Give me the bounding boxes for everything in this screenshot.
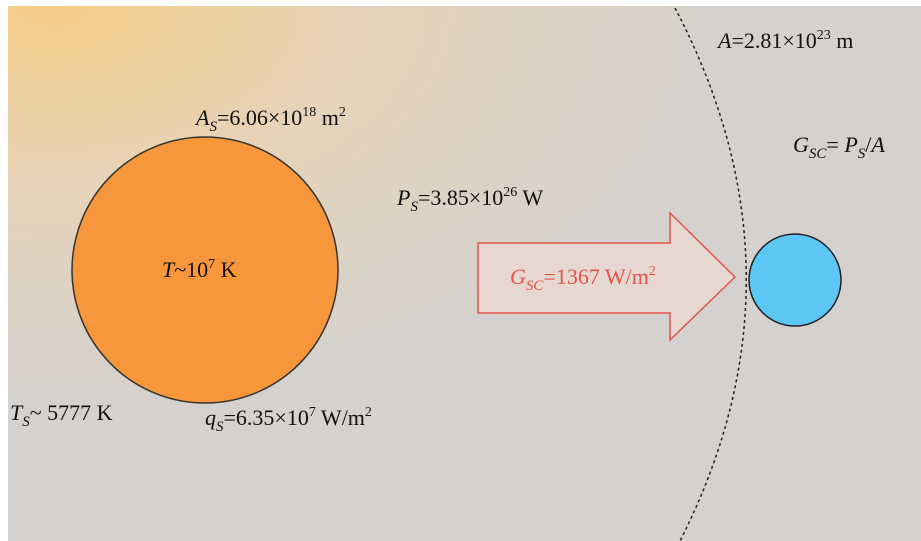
- earth: [749, 234, 841, 326]
- label-part: A: [869, 132, 885, 157]
- label-part: 2: [365, 405, 372, 420]
- label-part: m: [316, 105, 339, 130]
- label-part: m: [831, 28, 854, 53]
- label-part: G: [510, 264, 526, 289]
- label-part: SC: [809, 146, 828, 162]
- distance-area-label: A=2.81×1023 m: [716, 28, 853, 53]
- label-part: G: [793, 132, 809, 157]
- label-part: A: [716, 28, 732, 53]
- label-part: ~ 5777 K: [30, 400, 113, 425]
- label-part: SC: [526, 278, 545, 294]
- label-part: A: [194, 105, 210, 130]
- label-part: W/m: [316, 405, 365, 430]
- core-temp-label: T~107 K: [162, 257, 237, 282]
- label-part: P: [843, 132, 857, 157]
- label-part: W: [517, 185, 543, 210]
- label-part: =6.06×10: [217, 105, 302, 130]
- label-part: 2: [339, 105, 346, 120]
- label-part: =6.35×10: [224, 405, 309, 430]
- label-part: 23: [817, 28, 831, 43]
- label-part: 7: [208, 257, 215, 272]
- label-part: 26: [503, 185, 517, 200]
- label-part: 7: [309, 405, 316, 420]
- label-part: K: [215, 257, 237, 282]
- label-part: 2: [649, 264, 656, 279]
- label-part: q: [205, 405, 216, 430]
- label-part: P: [396, 185, 410, 210]
- label-part: =: [826, 132, 844, 157]
- diagram: A=2.81×1023 m AS=6.06×1018 m2 GSC= PS/A …: [0, 0, 921, 541]
- label-part: =3.85×10: [418, 185, 503, 210]
- label-part: =2.81×10: [731, 28, 816, 53]
- label-part: 18: [302, 105, 316, 120]
- label-part: =1367 W/m: [543, 264, 649, 289]
- label-part: ~10: [174, 257, 208, 282]
